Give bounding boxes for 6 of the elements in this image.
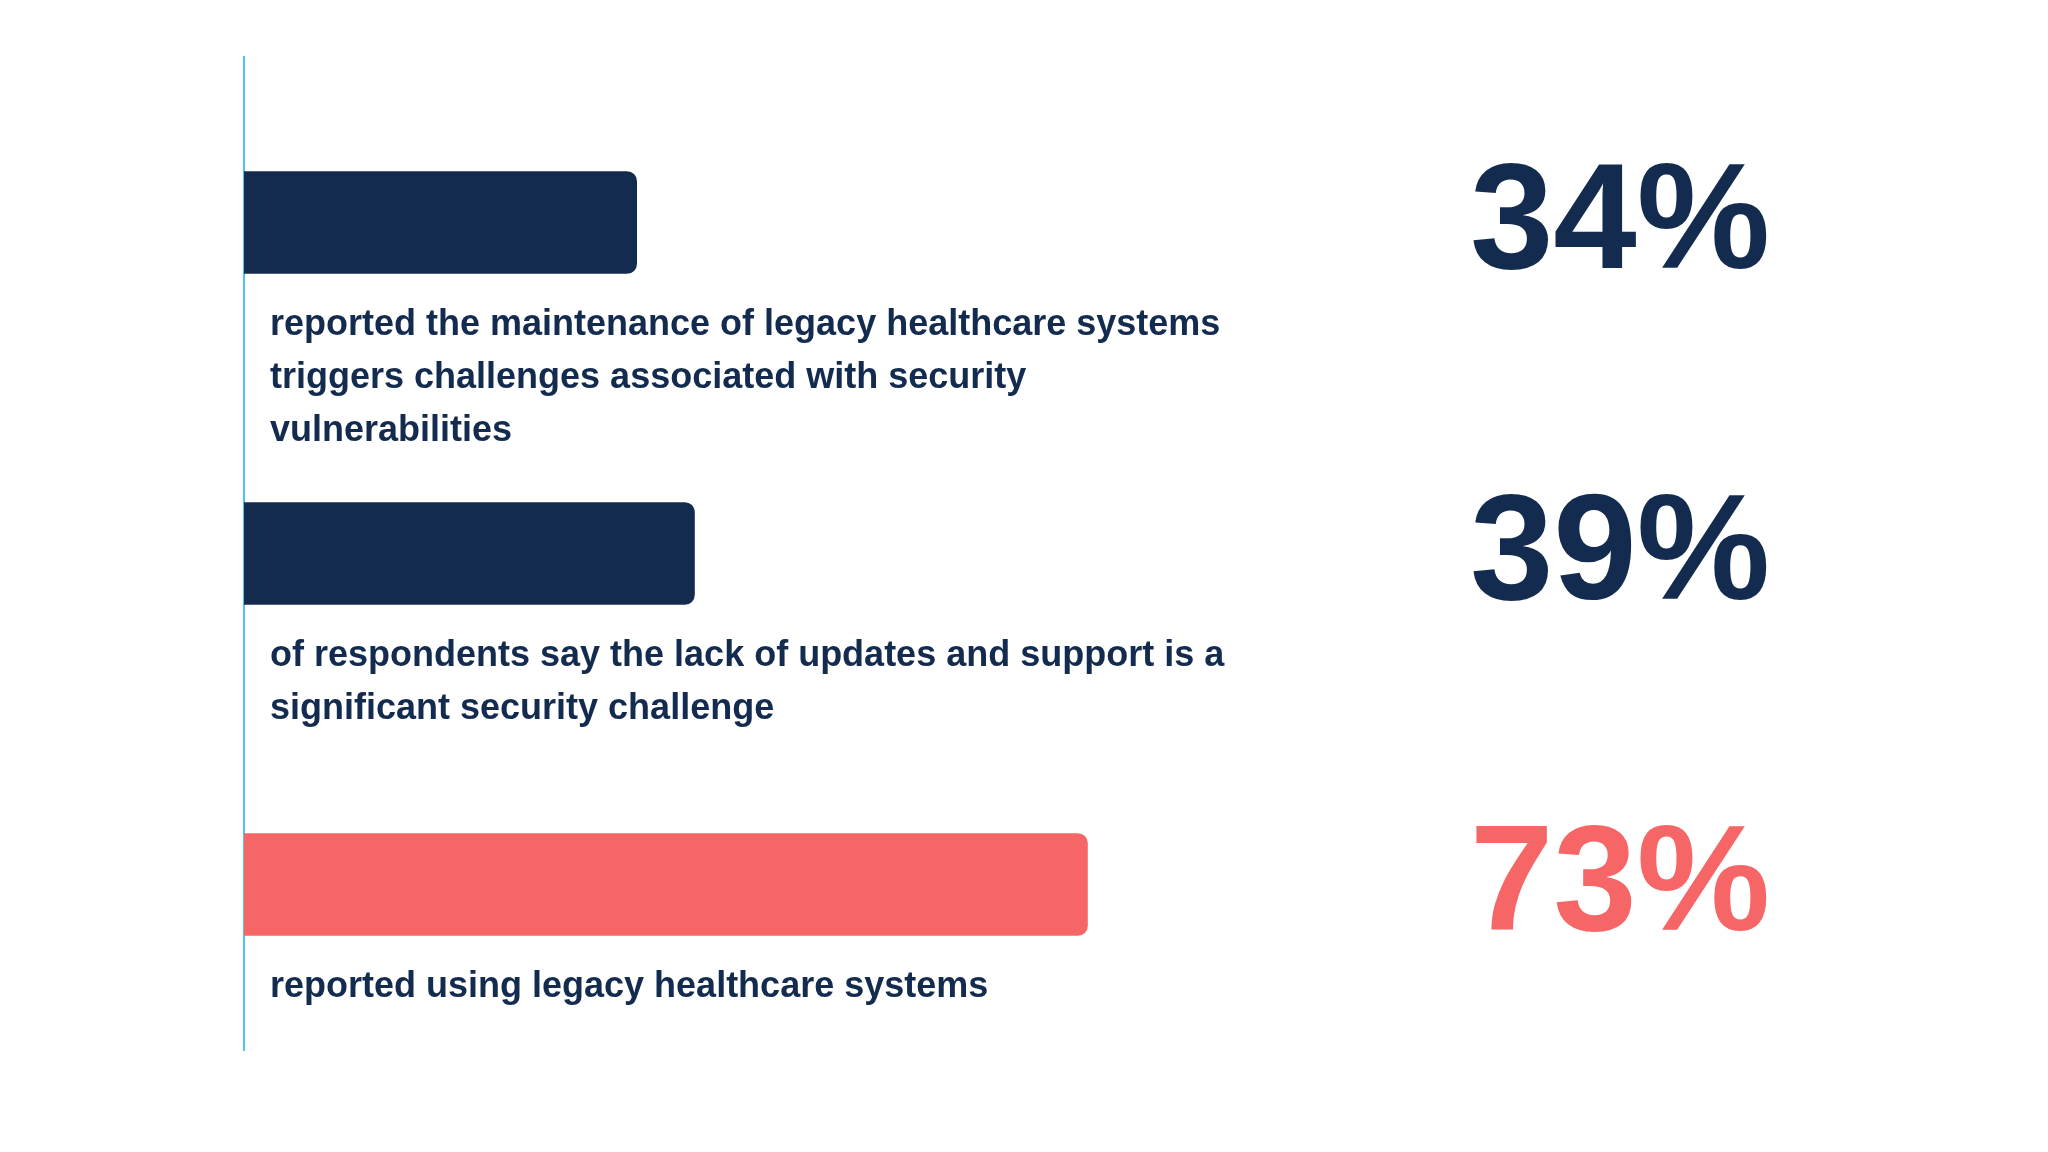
y-tick-label: of respondents say the lack of updates and support is a significant security challenge	[270, 631, 1226, 729]
y-tick-label: reported the maintenance of legacy healthcare systems triggers challenges associated with security vulnerabilities	[270, 300, 1222, 451]
data-label: 39%	[1469, 462, 1771, 631]
data-label: 73%	[1469, 793, 1771, 962]
data-label: 34%	[1469, 131, 1771, 300]
y-tick-label: reported using legacy healthcare systems	[270, 962, 990, 1007]
